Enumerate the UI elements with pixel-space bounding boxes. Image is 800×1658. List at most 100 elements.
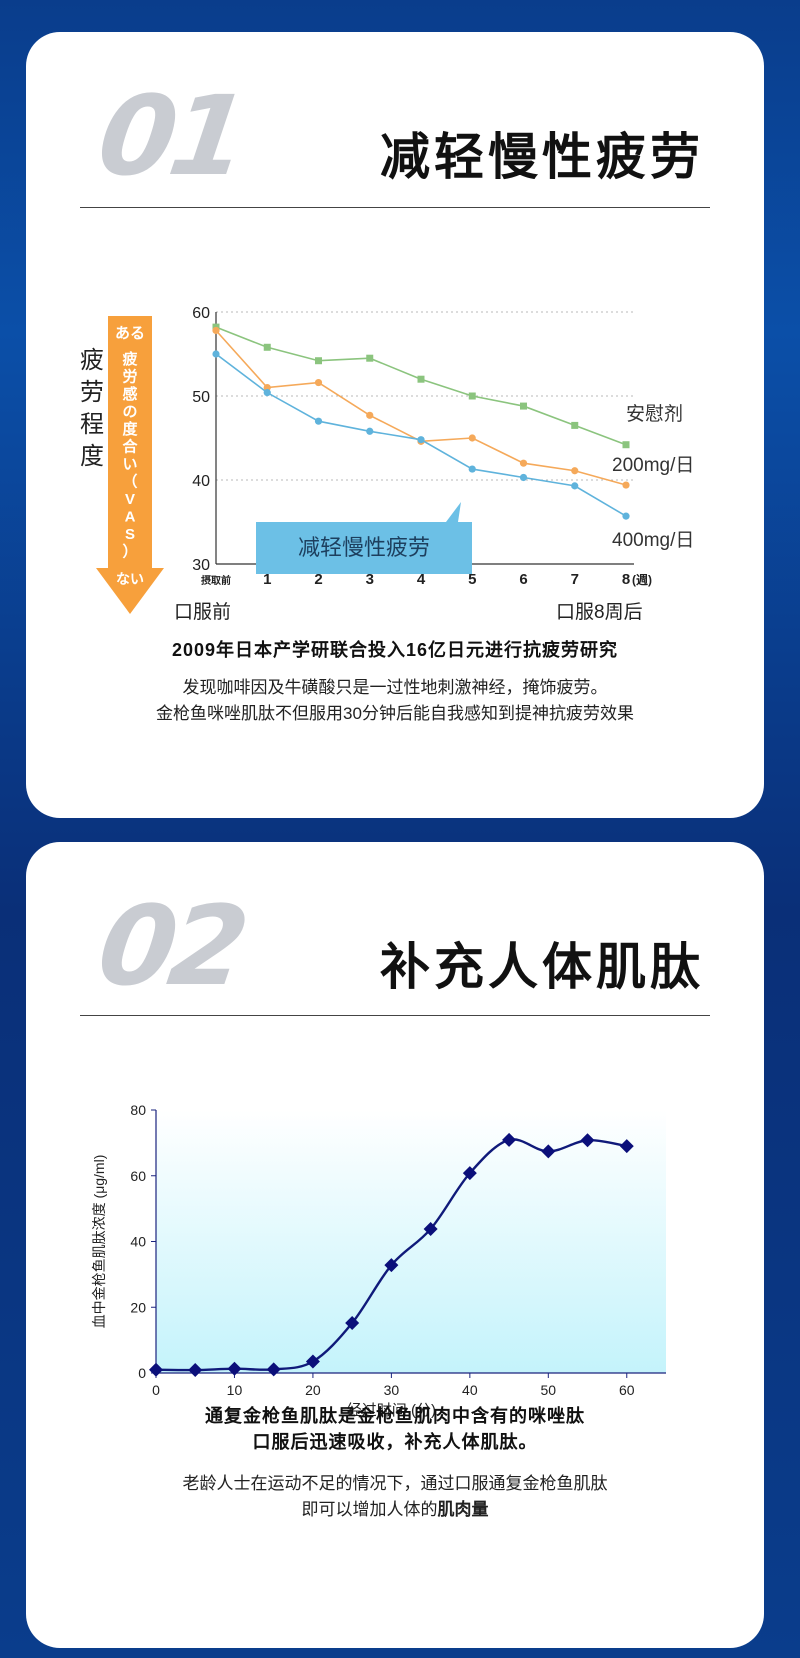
x-tick-label: 6 (519, 571, 527, 588)
data-point (366, 427, 374, 435)
data-point (622, 481, 630, 489)
arrow-label-char: 労 (122, 368, 137, 386)
y-axis-title-char: 度 (80, 443, 104, 470)
y-axis-label: 血中金枪鱼肌肽浓度 (μg/ml) (91, 1155, 107, 1329)
y-axis-title-char: 劳 (80, 379, 104, 406)
data-point (468, 434, 476, 442)
y-tick-label: 80 (130, 1102, 146, 1118)
section-number: 02 (91, 882, 251, 1010)
data-point (314, 378, 323, 387)
callout-text: 减轻慢性疲劳 (298, 535, 430, 560)
section-title: 减轻慢性疲劳 (380, 128, 704, 186)
data-marker (345, 1316, 360, 1331)
plot-background (156, 1110, 666, 1373)
y-tick-label: 60 (192, 305, 210, 322)
arrow-label-char: 疲 (122, 350, 137, 368)
x-tick-label: 8 (622, 571, 630, 588)
data-point (571, 482, 579, 490)
data-marker (266, 1362, 281, 1377)
x-tick-label: 10 (227, 1382, 243, 1398)
carnosine-caption-line1: 老龄人士在运动不足的情况下，通过口服通复金枪鱼肌肽 (182, 1474, 608, 1493)
y-tick-label: 40 (130, 1234, 146, 1250)
arrow-label-char: S (125, 526, 135, 543)
data-point (571, 421, 579, 429)
data-marker (384, 1258, 399, 1273)
x-tick-label: 1 (263, 571, 271, 588)
y-tick-label: 0 (138, 1365, 146, 1381)
arrow-label-char: い (122, 456, 137, 473)
x-tick-labels: 0 10 20 30 40 50 60 (152, 1373, 635, 1398)
data-point (622, 441, 630, 449)
arrow-label-char: ） (122, 543, 137, 561)
data-marker (227, 1361, 242, 1376)
x-tick-label: 60 (619, 1382, 635, 1398)
data-point (468, 465, 476, 473)
study-caption-line2: 金枪鱼咪唑肌肽不但服用30分钟后能自我感知到提神抗疲劳效果 (156, 704, 634, 723)
divider (80, 1015, 710, 1016)
x-tick-label: 40 (462, 1382, 478, 1398)
series-label: 400mg/日 (612, 530, 694, 551)
data-point (315, 357, 322, 365)
arrow-top-label: ある (115, 325, 145, 342)
arrow-label-char: V (125, 491, 135, 508)
y-tick-label: 30 (192, 557, 210, 574)
data-marker (149, 1362, 163, 1377)
x-tick-label: 7 (571, 571, 579, 588)
callout: 减轻慢性疲劳 (256, 502, 472, 574)
data-marker (462, 1166, 477, 1181)
arrow-label-char: A (125, 509, 136, 526)
data-point (417, 436, 425, 444)
y-tick-label: 50 (192, 389, 210, 406)
data-point (571, 467, 579, 475)
carnosine-chart: 0 20 40 60 80 0 10 20 30 40 50 60 血中金枪鱼肌肽浓度 (μg/ml… (91, 1102, 666, 1419)
series-label: 安慰剂 (626, 403, 683, 425)
y-tick-labels: 30 40 50 60 (192, 305, 210, 574)
x-tick-label: 30 (384, 1382, 400, 1398)
data-point (366, 354, 374, 362)
x-unit-label: (週) (632, 572, 652, 587)
data-marker (541, 1144, 556, 1159)
arrow-bottom-label: ない (116, 571, 144, 587)
fatigue-section-card: 01 减轻慢性疲劳 疲劳程度 ある 疲労感の度合い（V A S） ない 30 40 50… (26, 32, 764, 818)
series-lines (212, 323, 630, 520)
data-point (212, 350, 220, 358)
series-label: 200mg/日 (612, 455, 694, 476)
x-tick-label: 摂取前 (201, 574, 231, 587)
y-axis-title-char: 程 (80, 411, 104, 438)
x-tick-label: 5 (468, 571, 476, 588)
y-tick-label: 40 (192, 473, 210, 490)
data-marker (619, 1139, 634, 1154)
arrow-label-char: 感 (122, 385, 137, 403)
section-number: 01 (91, 72, 251, 200)
data-marker (502, 1132, 517, 1147)
x-tick-label: 50 (541, 1382, 557, 1398)
carnosine-section-card: 02 补充人体肌肽 0 20 40 60 80 0 10 20 30 40 50 60 血中金枪鱼肌… (26, 842, 764, 1648)
data-point (263, 384, 271, 392)
section-title: 补充人体肌肽 (380, 938, 704, 996)
data-point (520, 402, 527, 410)
carnosine-headline-line1: 通复金枪鱼肌肽是金枪鱼肌肉中含有的咪唑肽 (205, 1406, 585, 1426)
data-point (263, 343, 271, 351)
arrow-label-char: 合 (121, 438, 138, 456)
y-tick-label: 60 (130, 1168, 146, 1184)
y-axis-title-char: 疲 (80, 347, 104, 374)
start-label: 口服前 (174, 601, 231, 623)
data-marker (188, 1363, 203, 1378)
data-point (622, 512, 630, 520)
arrow-label-char: 度 (122, 420, 138, 438)
carnosine-headline-line2: 口服后迅速吸收，补充人体肌肽。 (252, 1432, 538, 1452)
data-marker (580, 1133, 595, 1148)
x-tick-labels: 摂取前 1 2 3 4 5 6 7 8 (週) (201, 571, 652, 588)
data-markers (149, 1132, 634, 1378)
y-tick-labels: 0 20 40 60 80 (130, 1102, 156, 1381)
grid-lines (216, 311, 634, 481)
x-axis-label: 经过时间 (分) (347, 1402, 436, 1419)
x-tick-label: 3 (366, 571, 374, 588)
data-marker (305, 1354, 320, 1369)
x-tick-label: 0 (152, 1382, 160, 1398)
divider (80, 207, 710, 208)
